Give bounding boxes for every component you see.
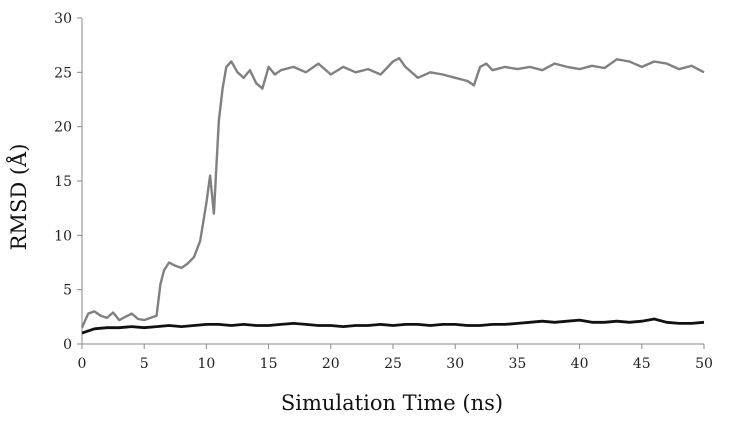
x-axis-ticks: 0 5 10 15 20 25 30 35 40 45 50 (78, 344, 713, 372)
x-tick-label: 25 (384, 356, 402, 372)
series-line-1 (80, 57, 705, 329)
y-tick-label: 15 (54, 174, 72, 190)
x-tick-label: 45 (633, 356, 651, 372)
x-tick-label: 10 (197, 356, 215, 372)
x-tick-label: 30 (446, 356, 464, 372)
y-tick-label: 0 (63, 337, 72, 353)
x-tick-label: 35 (508, 356, 526, 372)
x-tick-label: 40 (571, 356, 589, 372)
y-tick-label: 30 (54, 11, 72, 27)
y-tick-label: 10 (54, 228, 72, 244)
x-tick-label: 20 (322, 356, 340, 372)
y-tick-label: 20 (54, 120, 72, 136)
x-tick-label: 0 (78, 356, 87, 372)
x-tick-label: 50 (695, 356, 713, 372)
series-layer (80, 57, 705, 335)
x-tick-label: 15 (260, 356, 278, 372)
y-axis-title: RMSD (Å) (6, 144, 31, 251)
y-tick-label: 25 (54, 65, 72, 81)
x-axis-title: Simulation Time (ns) (281, 391, 503, 415)
y-tick-label: 5 (63, 283, 72, 299)
series-line-2 (81, 317, 705, 335)
y-axis-ticks: 0 5 10 15 20 25 30 (54, 11, 82, 353)
x-tick-label: 5 (140, 356, 149, 372)
